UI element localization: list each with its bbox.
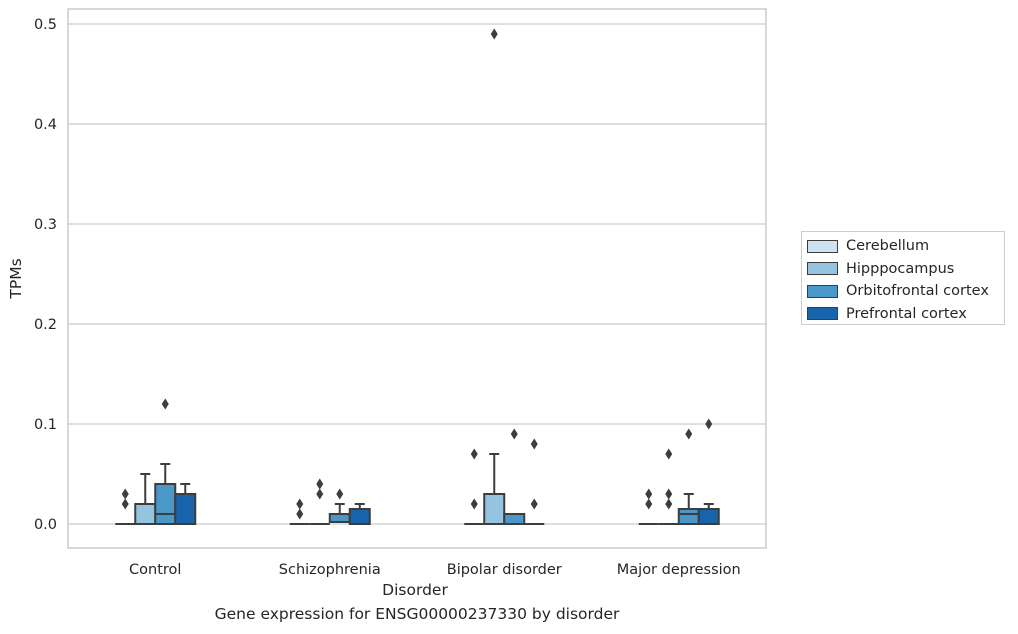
box-body: [483, 493, 506, 525]
outlier-point: [296, 508, 304, 520]
x-axis-label: Disorder: [382, 581, 448, 599]
legend-item-orbitofrontal: Orbitofrontal cortex: [807, 280, 1004, 303]
x-tick-label: Schizophrenia: [279, 562, 381, 578]
legend-label-orbitofrontal: Orbitofrontal cortex: [846, 283, 989, 300]
outlier-point: [336, 488, 344, 500]
outlier-point: [121, 488, 129, 500]
plot-area: [68, 9, 766, 548]
legend-swatch-orbitofrontal: [807, 284, 838, 298]
box-body: [503, 513, 526, 525]
outlier-point: [665, 448, 673, 460]
legend-item-hippocampus: Hipppocampus: [807, 258, 1004, 281]
y-tick-label: 0.1: [34, 417, 57, 433]
x-tick-label: Control: [129, 562, 181, 578]
outlier-point: [645, 498, 653, 510]
y-axis-label: TPMs: [7, 258, 25, 299]
legend-item-cerebellum: Cerebellum: [807, 235, 1004, 258]
box-body: [328, 513, 351, 523]
outlier-point: [316, 478, 324, 490]
outlier-point: [161, 398, 169, 410]
x-tick-label: Bipolar disorder: [447, 562, 562, 578]
legend-item-prefrontal: Prefrontal cortex: [807, 303, 1004, 326]
outlier-point: [470, 498, 478, 510]
outlier-point: [510, 428, 518, 440]
outlier-point: [490, 28, 498, 40]
box-body: [677, 508, 700, 525]
box-body: [348, 508, 371, 525]
outlier-point: [645, 488, 653, 500]
legend-swatch-hippocampus: [807, 262, 838, 276]
y-tick-label: 0.5: [34, 17, 57, 33]
y-tick-label: 0.4: [34, 117, 57, 133]
outlier-point: [530, 498, 538, 510]
figure-caption: Gene expression for ENSG00000237330 by d…: [214, 605, 620, 623]
legend-label-hippocampus: Hipppocampus: [846, 260, 955, 277]
outlier-point: [665, 498, 673, 510]
outlier-point: [705, 418, 713, 430]
y-tick-label: 0.0: [34, 517, 57, 533]
plot-frame: [67, 8, 767, 549]
box-body: [154, 483, 177, 525]
y-tick-label: 0.2: [34, 317, 57, 333]
box-body: [134, 503, 157, 525]
outlier-point: [685, 428, 693, 440]
outlier-point: [296, 498, 304, 510]
y-tick-label: 0.3: [34, 217, 57, 233]
outlier-point: [665, 488, 673, 500]
legend-swatch-cerebellum: [807, 239, 838, 253]
outlier-point: [470, 448, 478, 460]
box-body: [697, 508, 720, 525]
chart-legend: Cerebellum Hipppocampus Orbitofrontal co…: [801, 231, 1005, 325]
legend-label-cerebellum: Cerebellum: [846, 238, 930, 255]
legend-label-prefrontal: Prefrontal cortex: [846, 305, 967, 322]
box-body: [174, 493, 197, 525]
outlier-point: [530, 438, 538, 450]
legend-swatch-prefrontal: [807, 307, 838, 321]
outlier-point: [316, 488, 324, 500]
x-tick-label: Major depression: [617, 562, 741, 578]
outlier-point: [121, 498, 129, 510]
